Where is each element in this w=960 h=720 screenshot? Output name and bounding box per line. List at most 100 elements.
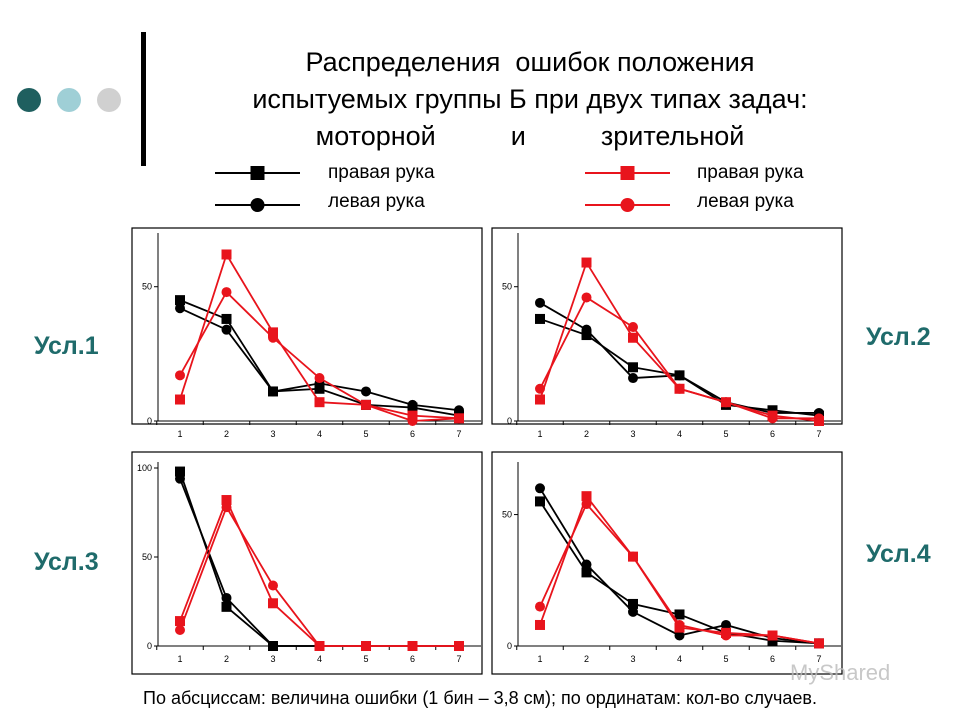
data-point [175,303,185,314]
x-tick-label: 3 [270,654,275,664]
data-point [628,598,638,609]
decor-dot-1 [17,88,41,112]
y-tick-label: 0 [147,416,152,426]
data-point [454,641,464,651]
data-point [581,559,592,570]
data-point [221,601,232,612]
data-point [454,413,464,424]
x-tick-label: 4 [317,429,322,439]
x-tick-label: 6 [410,429,415,439]
data-point [268,580,278,591]
data-point [221,249,232,260]
data-point [175,624,185,635]
data-point [268,641,278,651]
x-tick-label: 4 [317,654,322,664]
x-tick-label: 3 [630,429,635,439]
x-tick-label: 3 [270,429,275,439]
chart-frame [491,227,843,425]
data-point [535,619,545,630]
legend-visual-right-label: правая рука [697,162,804,183]
data-point [628,362,638,373]
data-point [407,641,418,651]
data-point [535,496,545,507]
legend-motor-right-marker [250,166,265,180]
data-point [535,297,545,308]
x-tick-label: 1 [177,654,182,664]
legend-visual-right-marker [620,166,635,180]
condition-label-2: Усл.2 [866,323,931,351]
title-line-2: испытуемых группы Б при двух типах задач… [252,84,808,114]
x-tick-label: 1 [537,429,542,439]
legend-visual-left-label: левая рука [697,191,794,212]
data-point [628,373,638,384]
title-line-3: моторной и зрительной [315,121,745,151]
data-point [175,466,185,477]
condition-label-3: Усл.3 [34,548,99,576]
data-point [628,606,638,617]
watermark-text: MyShared [790,660,891,685]
data-point [175,295,185,306]
x-tick-label: 1 [177,429,182,439]
data-point [454,405,464,416]
x-tick-label: 5 [363,654,368,664]
y-tick-label: 50 [142,552,152,562]
data-point [221,592,232,603]
legend-visual-left-marker [620,198,635,212]
data-point [814,638,824,649]
data-point [581,499,592,510]
data-point [721,619,731,630]
data-point [361,399,371,410]
data-point [221,287,232,298]
axes-caption: По абсциссам: величина ошибки (1 бин – 3… [143,688,817,708]
data-point [581,324,592,335]
data-point [407,410,418,421]
legend-markers [215,166,670,212]
title-divider [141,32,146,166]
data-point [535,483,545,494]
x-tick-label: 7 [816,429,821,439]
data-point [361,641,371,651]
x-tick-label: 6 [770,654,775,664]
x-tick-label: 2 [224,654,229,664]
data-point [674,609,685,620]
data-point [268,327,278,338]
y-tick-label: 0 [507,641,512,651]
data-point [628,332,638,343]
data-point [407,399,418,410]
condition-label-1: Усл.1 [34,332,99,360]
x-tick-label: 2 [584,429,589,439]
data-point [674,630,685,641]
data-point [581,257,592,268]
x-tick-label: 4 [677,429,682,439]
data-point [581,567,592,578]
data-point [535,394,545,405]
data-point [674,383,685,394]
data-point [767,413,778,424]
charts-area: 0 50 1 2 3 4 5 6 7 0 50 1 2 3 4 5 6 7 0 50 100 1 2 3 4 5 6 7 0 50 1 2 3 4… [131,227,843,675]
y-tick-label: 100 [137,463,152,473]
chart-frame [131,451,483,675]
x-tick-label: 5 [723,654,728,664]
data-point [581,292,592,303]
data-point [175,473,185,484]
x-tick-label: 2 [584,654,589,664]
data-point [674,619,685,630]
x-tick-label: 2 [224,429,229,439]
data-point [268,332,278,343]
x-tick-label: 5 [723,429,728,439]
y-tick-label: 50 [142,282,152,292]
data-point [268,598,278,609]
chart-1: 0 50 1 2 3 4 5 6 7 [131,227,483,439]
chart-frame [131,227,483,425]
data-point [767,630,778,641]
data-point [221,324,232,335]
data-point [314,373,325,384]
x-tick-label: 1 [537,654,542,664]
x-tick-label: 6 [770,429,775,439]
y-tick-label: 50 [502,282,512,292]
data-point [175,616,185,627]
data-point [175,370,185,381]
data-point [314,641,325,651]
chart-2: 0 50 1 2 3 4 5 6 7 [491,227,843,439]
data-point [628,322,638,332]
